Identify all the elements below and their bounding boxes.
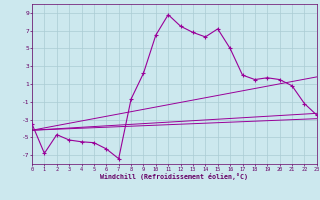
X-axis label: Windchill (Refroidissement éolien,°C): Windchill (Refroidissement éolien,°C) xyxy=(100,173,248,180)
